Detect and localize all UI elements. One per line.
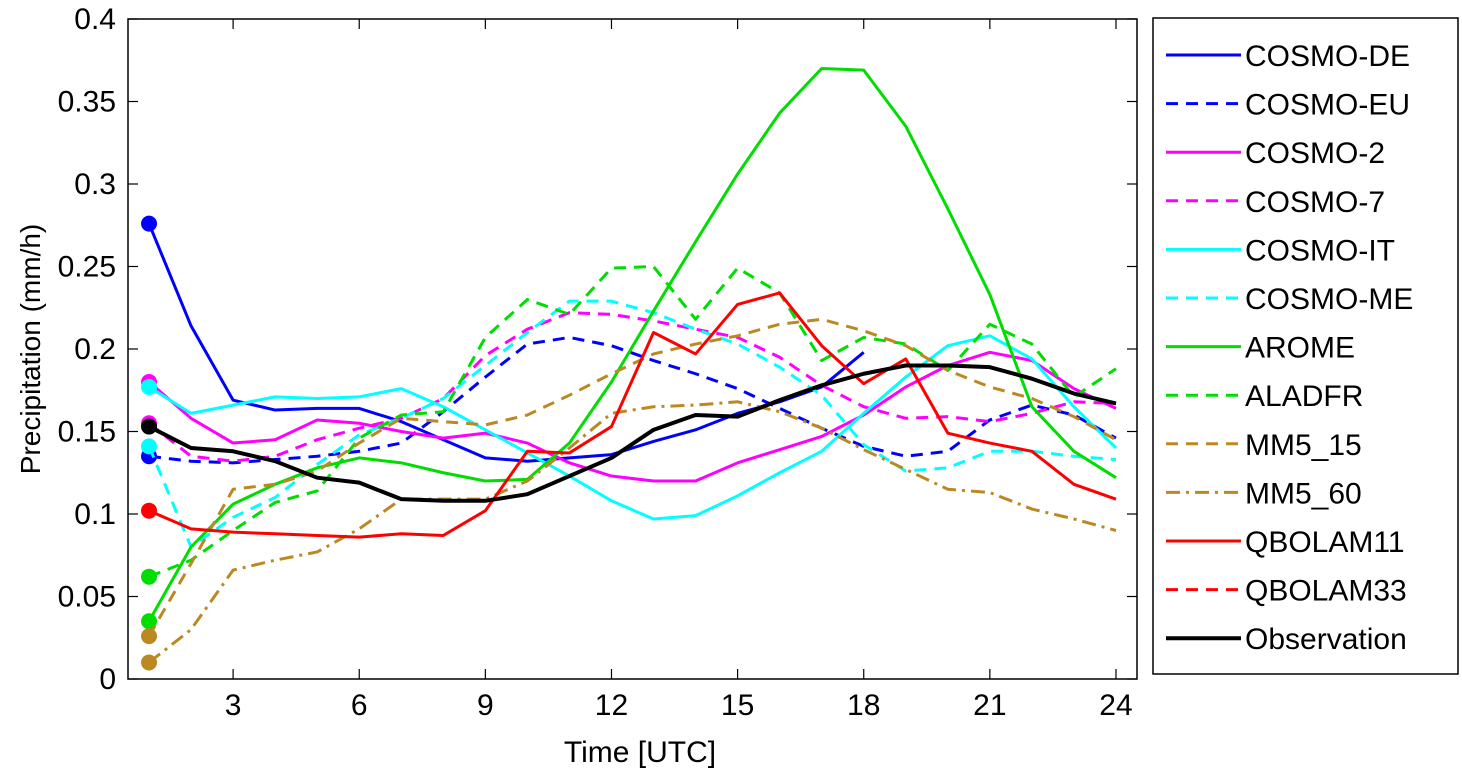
y-tick-label: 0.25 <box>58 251 116 284</box>
plot-lines <box>141 67 1118 671</box>
series-start-marker <box>141 215 158 232</box>
legend-label: QBOLAM33 <box>1245 575 1407 608</box>
x-tick-label: 18 <box>847 689 880 722</box>
legend-label: COSMO-DE <box>1245 40 1410 73</box>
y-tick-label: 0.1 <box>74 498 116 531</box>
series-line <box>148 291 1117 539</box>
x-tick-label: 6 <box>351 689 368 722</box>
series-start-marker <box>141 654 158 671</box>
series-start-marker <box>141 502 158 519</box>
series-line <box>148 265 1117 579</box>
legend-label: QBOLAM11 <box>1245 526 1405 559</box>
series-line <box>148 350 1117 483</box>
legend-label: COSMO-EU <box>1245 89 1410 122</box>
series-line <box>147 67 1117 622</box>
y-tick-label: 0.2 <box>74 333 116 366</box>
series-start-marker <box>141 438 158 455</box>
y-tick-label: 0.3 <box>74 168 116 201</box>
series-line <box>147 223 865 463</box>
legend-label: Observation <box>1245 623 1407 656</box>
series-start-marker <box>141 568 158 585</box>
x-axis-label: Time [UTC] <box>564 736 716 769</box>
y-axis-label: Precipitation (mm/h) <box>15 224 46 475</box>
series-start-marker <box>141 613 158 630</box>
y-tick-label: 0.4 <box>74 3 116 36</box>
legend-label: COSMO-IT <box>1245 234 1395 267</box>
y-tick-label: 0 <box>99 663 116 696</box>
legend-label: MM5_15 <box>1245 429 1362 462</box>
y-tick-label: 0.05 <box>58 581 116 614</box>
legend-label: COSMO-2 <box>1245 137 1385 170</box>
y-tick-label: 0.35 <box>58 86 116 119</box>
x-tick-label: 9 <box>477 689 494 722</box>
x-tick-label: 3 <box>225 689 242 722</box>
y-tick-label: 0.15 <box>58 416 116 449</box>
legend: COSMO-DE COSMO-EU COSMO-2 COSMO-7 COSMO-IT CO… <box>1152 17 1459 675</box>
series-line <box>148 334 1118 521</box>
series-start-marker <box>141 418 158 435</box>
x-tick-label: 12 <box>595 689 628 722</box>
series-start-marker <box>141 378 158 395</box>
series-start-marker <box>141 628 158 645</box>
x-tick-label: 21 <box>973 689 1006 722</box>
legend-label: COSMO-7 <box>1245 186 1385 219</box>
series-line <box>148 335 1117 465</box>
legend-label: COSMO-ME <box>1245 283 1413 316</box>
x-tick-label: 24 <box>1099 689 1132 722</box>
series-line <box>148 363 1117 503</box>
legend-label: ALADFR <box>1245 380 1363 413</box>
legend-label: MM5_60 <box>1245 477 1362 510</box>
x-tick-label: 15 <box>721 689 754 722</box>
legend-label: AROME <box>1245 332 1355 365</box>
plot-axes: 3 6 9 12 15 18 21 24 0 0.05 0.1 0.15 0.2 0.25 0.3 0.35 0… <box>58 3 1138 722</box>
series-line <box>148 400 1117 664</box>
